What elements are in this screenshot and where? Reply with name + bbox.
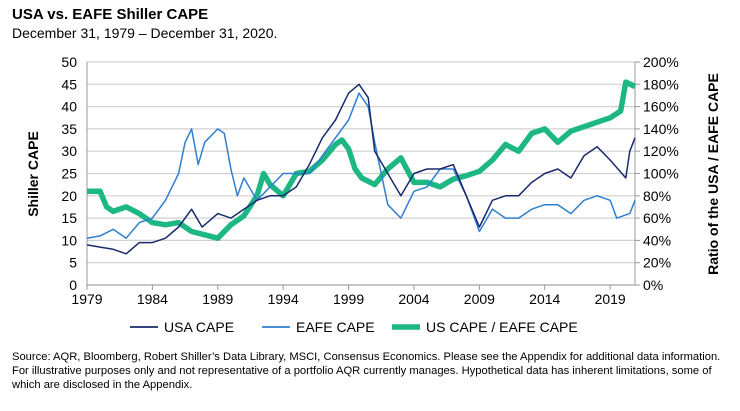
y-tick-label: 5 bbox=[69, 255, 77, 271]
y-axis-label: Shiller CAPE bbox=[25, 131, 41, 217]
y-tick-label: 50 bbox=[61, 54, 77, 70]
x-tick-label: 2014 bbox=[529, 291, 560, 307]
legend-label: US CAPE / EAFE CAPE bbox=[426, 319, 578, 335]
y2-axis-label: Ratio of the USA / EAFE CAPE bbox=[705, 73, 721, 275]
chart-title: USA vs. EAFE Shiller CAPE bbox=[12, 6, 209, 23]
y2-tick-label: 80% bbox=[643, 188, 671, 204]
y2-tick-label: 140% bbox=[643, 121, 679, 137]
chart-svg: 0 5 10 15 20 25 30 35 40 45 50 0% 20% 40% 60% 80% 100% 12… bbox=[25, 54, 721, 335]
series-line-eafe-cape bbox=[86, 92, 636, 239]
y-tick-label: 45 bbox=[61, 76, 77, 92]
y2-tick-label: 60% bbox=[643, 210, 671, 226]
chart-subtitle: December 31, 1979 – December 31, 2020. bbox=[12, 25, 278, 41]
x-tick-label: 1994 bbox=[268, 291, 299, 307]
y-tick-label: 15 bbox=[61, 210, 77, 226]
y-tick-label: 40 bbox=[61, 99, 77, 115]
x-tick-label: 1979 bbox=[71, 291, 102, 307]
source-note: Source: AQR, Bloomberg, Robert Shiller’s… bbox=[12, 351, 721, 391]
y-tick-label: 0 bbox=[69, 277, 77, 293]
x-tick-label: 1984 bbox=[137, 291, 168, 307]
y2-tick-label: 40% bbox=[643, 232, 671, 248]
series-line-usa-cape bbox=[86, 83, 636, 255]
y2-tick-label: 160% bbox=[643, 99, 679, 115]
y-tick-label: 30 bbox=[61, 143, 77, 159]
legend-label: USA CAPE bbox=[164, 319, 234, 335]
legend-label: EAFE CAPE bbox=[296, 319, 375, 335]
y-tick-label: 35 bbox=[61, 121, 77, 137]
y2-tick-label: 200% bbox=[643, 54, 679, 70]
series-line-us-cape-eafe-cape bbox=[87, 79, 637, 241]
y2-tick-label: 20% bbox=[643, 255, 671, 271]
y-tick-label: 20 bbox=[61, 188, 77, 204]
y2-tick-label: 0% bbox=[643, 277, 663, 293]
y-tick-label: 25 bbox=[61, 166, 77, 182]
x-tick-label: 2019 bbox=[595, 291, 626, 307]
x-tick-label: 2009 bbox=[464, 291, 495, 307]
y2-tick-label: 180% bbox=[643, 76, 679, 92]
y2-tick-label: 100% bbox=[643, 166, 679, 182]
x-tick-label: 1999 bbox=[333, 291, 364, 307]
x-tick-label: 1989 bbox=[202, 291, 233, 307]
y2-tick-label: 120% bbox=[643, 143, 679, 159]
x-tick-label: 2004 bbox=[398, 291, 429, 307]
y-tick-label: 10 bbox=[61, 232, 77, 248]
